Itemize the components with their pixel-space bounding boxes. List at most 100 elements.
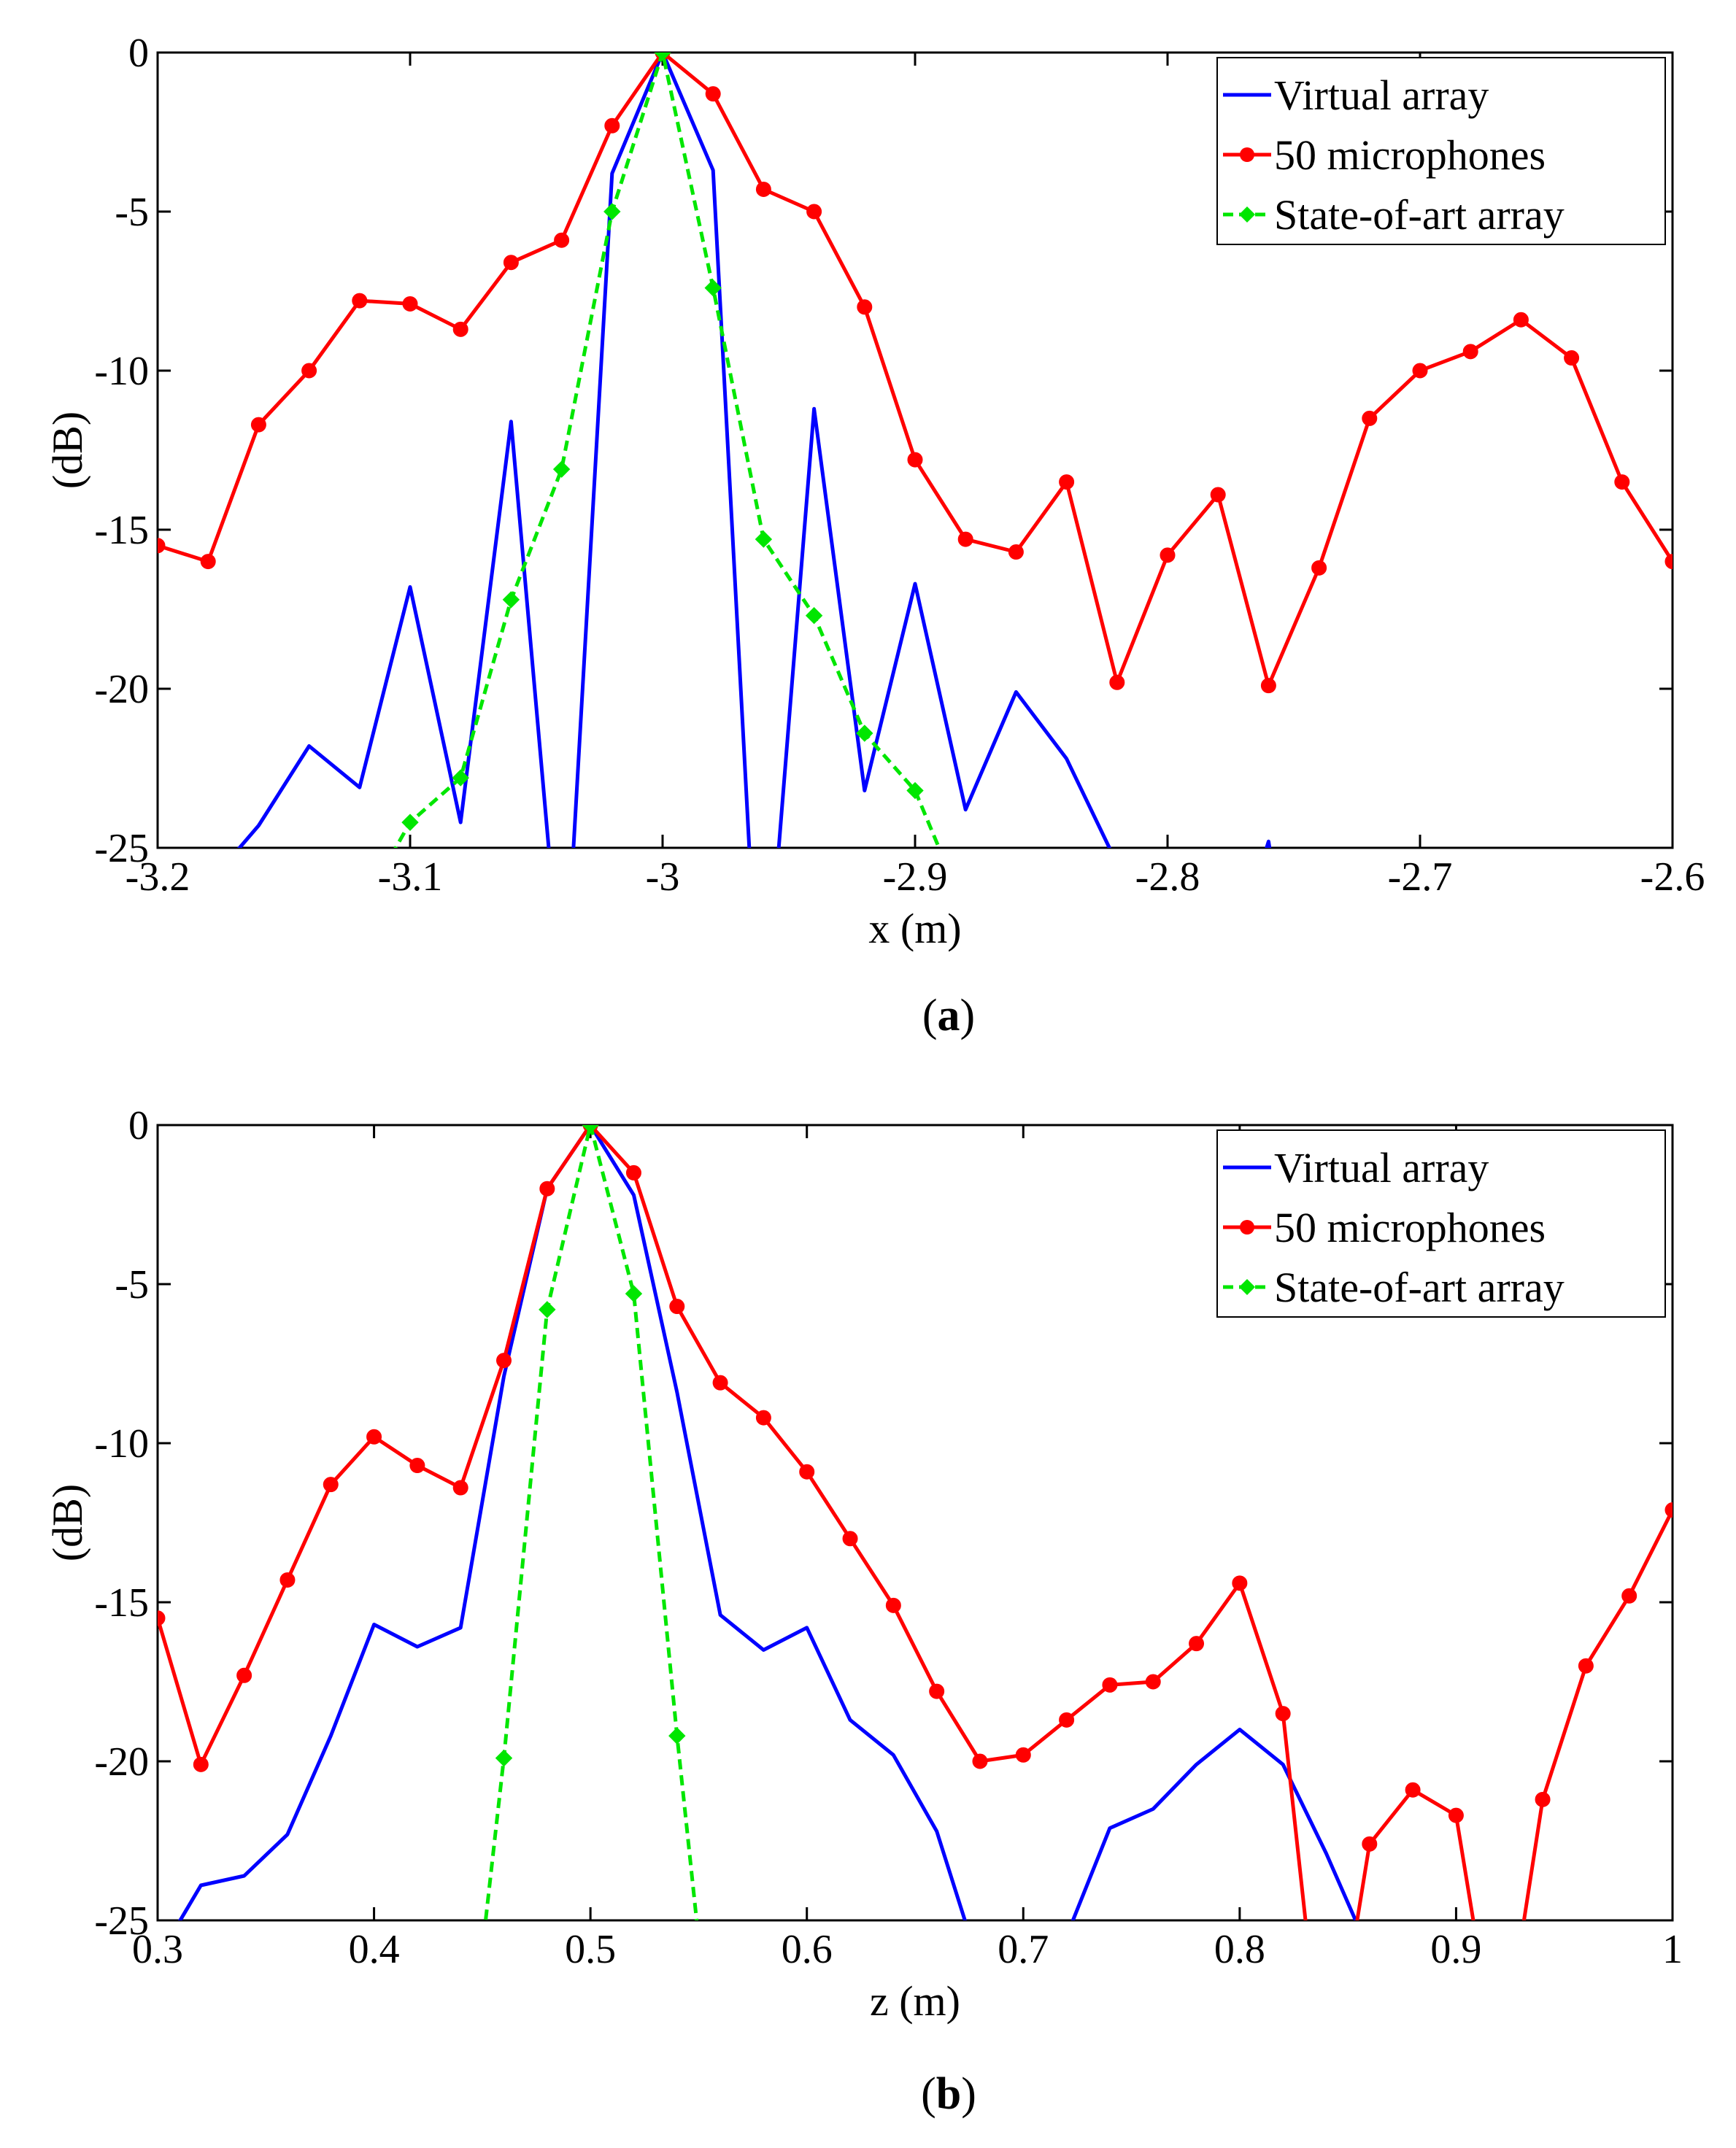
- legend-label-virtual-array: Virtual array: [1274, 72, 1489, 119]
- series-line-50-microphones: [158, 1125, 1673, 1920]
- data-point-50-microphones: [554, 232, 570, 248]
- x-tick-label: 0.3: [132, 1927, 183, 1972]
- data-point-50-microphones: [236, 1667, 252, 1683]
- legend-label-50-microphones: 50 microphones: [1274, 1204, 1546, 1251]
- data-point-50-microphones: [1210, 487, 1226, 503]
- data-point-50-microphones: [1102, 1677, 1118, 1693]
- axis-tick-labels: -3.2 -3.1 -3 -2.9 -2.8 -2.7 -2.6 0 -5 -10 -15 -20 -2…: [94, 31, 1705, 900]
- data-point-50-microphones: [193, 1756, 209, 1772]
- data-point-50-microphones: [1059, 1712, 1075, 1728]
- y-axis-label: (dB): [44, 1484, 91, 1561]
- legend-label-state-of-art-array: State-of-art array: [1274, 191, 1565, 239]
- y-tick-label: -5: [115, 1262, 149, 1307]
- caption-letter: b: [936, 2069, 961, 2119]
- data-point-50-microphones: [1008, 544, 1024, 560]
- data-point-50-microphones: [352, 293, 368, 309]
- data-point-50-microphones: [1621, 1588, 1637, 1604]
- data-point-50-microphones: [755, 1410, 771, 1426]
- data-point-50-microphones: [409, 1458, 425, 1474]
- data-point-50-microphones: [1462, 344, 1478, 360]
- data-point-50-microphones: [1362, 410, 1378, 426]
- data-point-50-microphones: [1145, 1674, 1161, 1690]
- data-point-50-microphones: [842, 1531, 858, 1547]
- data-point-50-microphones: [1015, 1747, 1031, 1763]
- y-tick-label: -15: [94, 508, 149, 553]
- data-point-50-microphones: [705, 86, 721, 102]
- data-point-50-microphones: [539, 1181, 555, 1197]
- data-point-50-microphones: [1664, 1502, 1673, 1518]
- data-point-50-microphones: [712, 1375, 728, 1391]
- y-tick-label: -15: [94, 1580, 149, 1626]
- series-group: [158, 1125, 1673, 1920]
- legend-items: Virtual array 50 microphones State-of-art …: [1223, 72, 1565, 239]
- data-point-50-microphones: [755, 181, 771, 197]
- x-tick-label: -3.2: [126, 854, 190, 900]
- y-axis-label: (dB): [44, 412, 91, 489]
- data-point-50-microphones: [1160, 547, 1176, 563]
- series-group: [158, 53, 1673, 848]
- data-point-state-of-art-array: [552, 460, 571, 478]
- plot-area: [156, 1124, 1674, 1922]
- data-point-50-microphones: [1260, 678, 1276, 694]
- data-point-state-of-art-array: [495, 1749, 513, 1767]
- data-point-50-microphones: [452, 1480, 468, 1496]
- x-tick-label: 1: [1662, 1927, 1683, 1972]
- caption-b: (b): [921, 2069, 976, 2119]
- data-point-50-microphones: [301, 363, 317, 379]
- legend-marker-state-of-art-array: [1239, 206, 1255, 223]
- data-point-50-microphones: [1232, 1575, 1248, 1591]
- x-tick-label: -2.9: [883, 854, 948, 900]
- legend-marker-state-of-art-array: [1239, 1279, 1255, 1295]
- data-point-50-microphones: [1578, 1658, 1594, 1674]
- axis-tick-labels: 0.3 0.4 0.5 0.6 0.7 0.8 0.9 1 0 -5 -10 -15 -20 -25: [94, 1103, 1683, 1972]
- caption-a: (a): [922, 991, 975, 1040]
- data-point-50-microphones: [857, 299, 873, 315]
- x-tick-label: 0.5: [565, 1927, 616, 1972]
- y-tick-label: -20: [94, 667, 149, 712]
- data-point-50-microphones: [250, 417, 266, 433]
- data-point-state-of-art-array: [704, 279, 722, 297]
- data-point-50-microphones: [669, 1299, 685, 1315]
- data-point-state-of-art-array: [906, 781, 924, 800]
- caption-letter: a: [938, 991, 960, 1040]
- data-point-50-microphones: [885, 1597, 901, 1613]
- x-tick-label: -2.8: [1135, 854, 1200, 900]
- data-point-50-microphones: [1412, 363, 1428, 379]
- x-tick-label: -2.7: [1388, 854, 1453, 900]
- data-point-50-microphones: [957, 531, 973, 547]
- data-point-50-microphones: [1405, 1782, 1421, 1798]
- legend-label-state-of-art-array: State-of-art array: [1274, 1264, 1565, 1311]
- x-tick-label: 0.6: [782, 1927, 833, 1972]
- data-point-state-of-art-array: [668, 1727, 686, 1745]
- data-point-50-microphones: [1189, 1636, 1205, 1652]
- data-point-50-microphones: [366, 1429, 382, 1445]
- data-point-50-microphones: [929, 1683, 945, 1699]
- x-axis-label: x (m): [868, 905, 961, 952]
- data-point-state-of-art-array: [625, 1285, 643, 1302]
- data-point-50-microphones: [452, 321, 468, 337]
- series-line-virtual-array: [178, 1125, 1358, 1920]
- y-tick-label: -25: [94, 1898, 149, 1944]
- data-point-state-of-art-array: [539, 1301, 556, 1318]
- data-point-50-microphones: [806, 204, 822, 220]
- y-tick-label: -10: [94, 1421, 149, 1467]
- data-point-50-microphones: [1564, 350, 1580, 366]
- legend-label-50-microphones: 50 microphones: [1274, 131, 1546, 179]
- y-tick-label: 0: [128, 31, 149, 76]
- x-tick-label: 0.7: [998, 1927, 1049, 1972]
- data-point-50-microphones: [1362, 1836, 1378, 1852]
- data-point-state-of-art-array: [401, 814, 419, 831]
- data-point-50-microphones: [496, 1353, 512, 1369]
- data-point-state-of-art-array: [856, 725, 873, 742]
- data-point-50-microphones: [158, 1610, 166, 1626]
- data-point-50-microphones: [625, 1164, 641, 1181]
- data-point-50-microphones: [1513, 312, 1529, 328]
- y-tick-label: 0: [128, 1103, 149, 1148]
- data-point-50-microphones: [158, 538, 166, 554]
- data-point-state-of-art-array: [452, 769, 469, 787]
- data-point-50-microphones: [1059, 474, 1075, 490]
- legend-marker-50-microphones: [1240, 147, 1254, 162]
- legend-box: [1216, 57, 1666, 245]
- data-point-50-microphones: [799, 1464, 815, 1480]
- data-point-50-microphones: [279, 1572, 296, 1588]
